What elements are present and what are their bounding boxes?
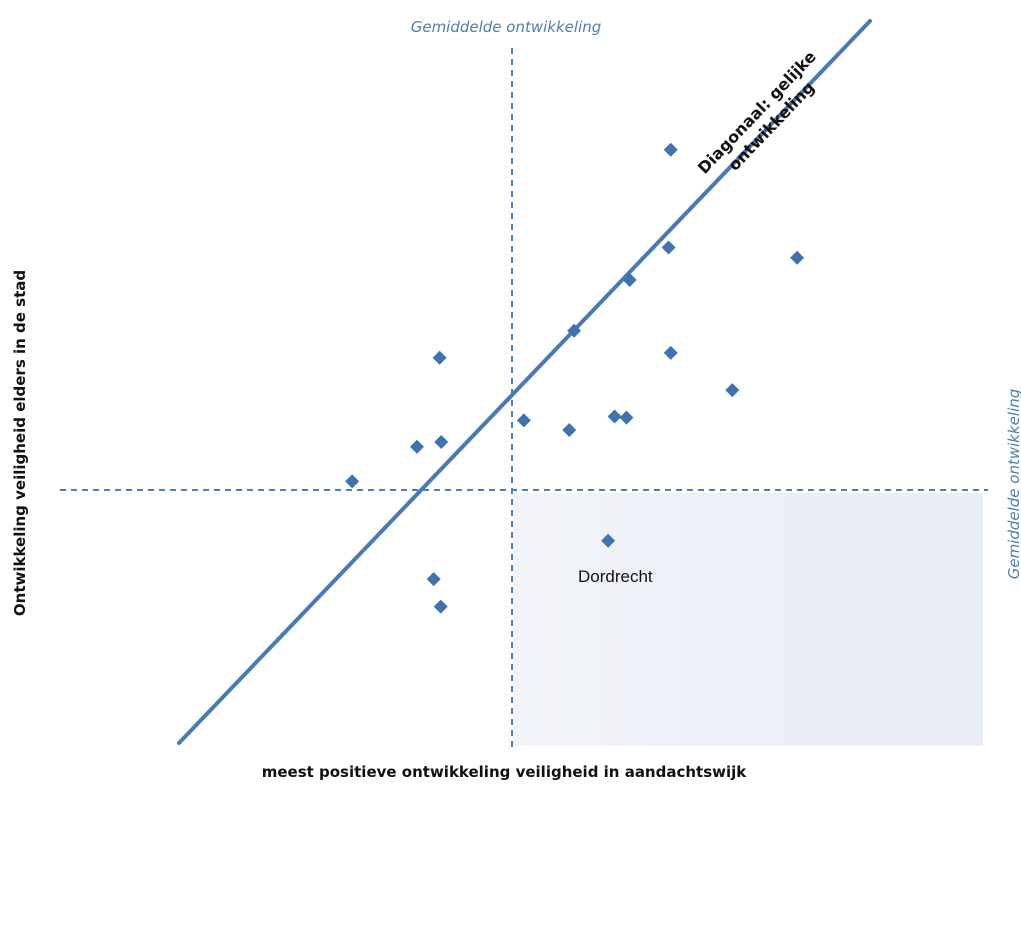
data-point-17: [433, 599, 448, 614]
data-point-8: [619, 410, 634, 425]
data-point-12: [663, 345, 678, 360]
data-point-2: [434, 434, 449, 449]
data-point-5: [562, 423, 577, 438]
diagonal-line: [177, 19, 872, 745]
data-point-4: [516, 413, 531, 428]
vertical-mean-label: Gemiddelde ontwikkeling: [411, 18, 602, 36]
data-point-13: [725, 383, 740, 398]
data-point-1: [409, 439, 424, 454]
data-point-16: [426, 572, 441, 587]
diagonal-label: Diagonaal: gelijke ontwikkeling: [694, 47, 820, 178]
data-point-10: [661, 240, 676, 255]
highlighted-quadrant: [513, 493, 983, 746]
horizontal-mean-label: Gemiddelde ontwikkeling: [1005, 389, 1021, 580]
dordrecht-label: Dordrecht: [578, 567, 653, 586]
data-point-6: [567, 323, 582, 338]
x-axis-title: meest positieve ontwikkeling veiligheid …: [262, 763, 748, 781]
data-point-7: [607, 409, 622, 424]
data-point-9: [622, 272, 637, 287]
data-point-14: [790, 250, 805, 265]
data-point-0: [345, 474, 360, 489]
diagonal-label-line1: Diagonaal: gelijke: [694, 47, 820, 178]
data-point-15: [601, 533, 616, 548]
data-point-3: [432, 350, 447, 365]
data-point-11: [663, 142, 678, 157]
y-axis-title: Ontwikkeling veiligheid elders in de sta…: [11, 270, 29, 616]
data-points: [345, 142, 805, 614]
